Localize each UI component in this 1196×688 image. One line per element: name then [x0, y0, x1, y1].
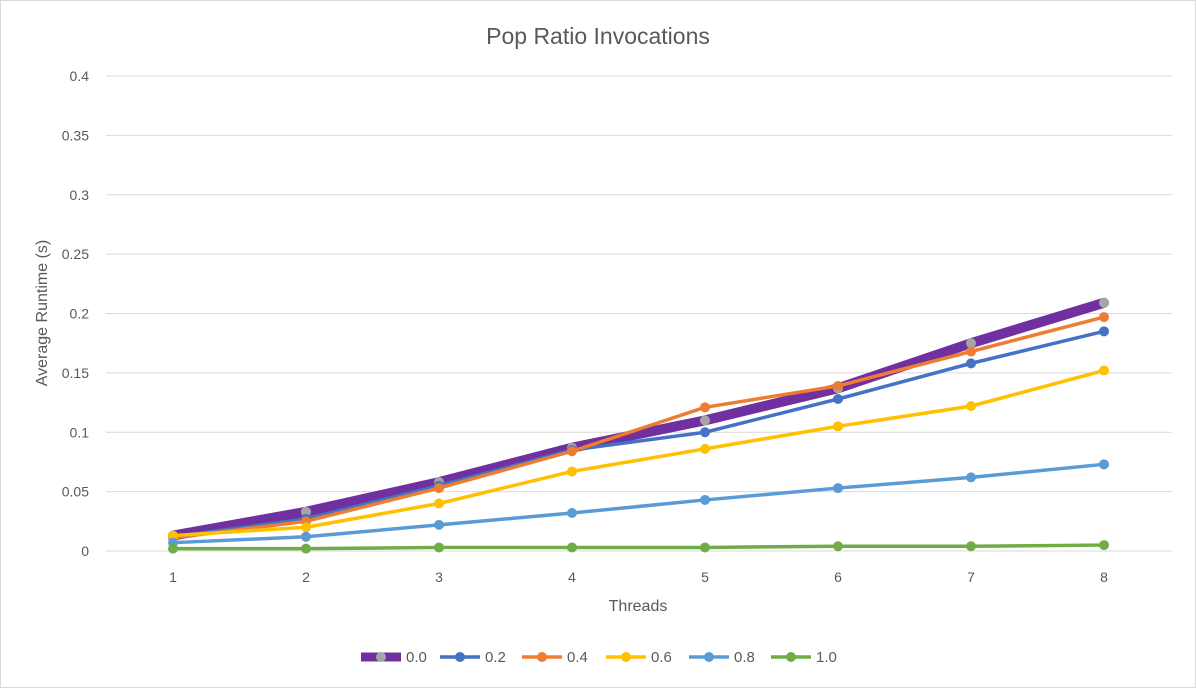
data-point — [966, 541, 976, 552]
data-point — [1099, 312, 1109, 323]
data-point — [700, 443, 710, 454]
x-axis-title: Threads — [609, 598, 668, 615]
data-point — [567, 446, 577, 457]
data-point — [301, 522, 311, 533]
legend-marker — [621, 652, 631, 662]
y-tick-label: 0.3 — [70, 187, 90, 203]
x-tick-label: 6 — [834, 569, 842, 585]
series-line — [171, 462, 1106, 545]
y-tick-label: 0.05 — [62, 484, 89, 500]
x-tick-label: 8 — [1100, 569, 1108, 585]
legend-marker — [455, 652, 465, 662]
y-tick-label: 0.15 — [62, 365, 89, 381]
data-point — [1099, 297, 1109, 308]
y-tick-label: 0.35 — [62, 127, 89, 143]
data-point — [966, 346, 976, 357]
data-point — [1099, 326, 1109, 337]
data-point — [301, 531, 311, 542]
legend-item-0.6[interactable]: 0.6 — [606, 649, 672, 666]
y-tick-label: 0.25 — [62, 246, 89, 262]
data-point — [1099, 459, 1109, 470]
data-point — [700, 542, 710, 553]
data-point — [434, 542, 444, 553]
legend-marker — [786, 652, 796, 662]
data-point — [966, 358, 976, 369]
gridlines — [106, 75, 1172, 552]
data-point — [966, 472, 976, 483]
data-point — [700, 427, 710, 438]
x-axis-ticks: 1 2 3 4 5 6 7 8 — [169, 569, 1108, 585]
y-tick-label: 0.1 — [70, 424, 90, 440]
data-point — [567, 466, 577, 477]
data-point — [700, 402, 710, 413]
legend-label: 0.6 — [651, 649, 672, 666]
x-tick-label: 4 — [568, 569, 576, 585]
data-point — [833, 541, 843, 552]
series-0.6 — [168, 365, 1109, 541]
series-0.0 — [168, 297, 1109, 541]
data-point — [567, 508, 577, 518]
data-point — [833, 394, 843, 404]
x-tick-label: 1 — [169, 569, 177, 585]
y-tick-label: 0 — [81, 543, 89, 559]
legend-label: 0.2 — [485, 649, 506, 666]
data-point — [700, 494, 710, 505]
x-tick-label: 3 — [435, 569, 443, 585]
data-point — [1099, 540, 1109, 551]
legend-item-1.0[interactable]: 1.0 — [771, 649, 837, 666]
data-point — [301, 506, 311, 517]
legend: 0.0 0.2 0.4 0.6 0.8 1.0 — [361, 649, 837, 666]
data-point — [966, 401, 976, 412]
series-1.0 — [168, 540, 1109, 554]
series-line — [171, 368, 1106, 538]
data-point — [700, 415, 710, 426]
series-line — [171, 315, 1106, 540]
series-line — [171, 543, 1106, 551]
data-point — [168, 543, 178, 554]
legend-marker — [376, 652, 386, 662]
data-point — [1099, 365, 1109, 376]
legend-item-0.8[interactable]: 0.8 — [689, 649, 755, 666]
series-layer — [168, 297, 1109, 554]
legend-marker — [537, 652, 547, 662]
legend-label: 1.0 — [816, 649, 837, 666]
legend-label: 0.8 — [734, 649, 755, 666]
data-point — [168, 530, 178, 541]
series-line — [168, 297, 1109, 541]
y-tick-label: 0.4 — [70, 68, 90, 84]
x-tick-label: 7 — [967, 569, 975, 585]
series-0.8 — [168, 459, 1109, 548]
data-point — [434, 483, 444, 494]
legend-marker — [704, 652, 714, 662]
data-point — [833, 421, 843, 432]
x-tick-label: 2 — [302, 569, 310, 585]
legend-label: 0.4 — [567, 649, 588, 666]
chart-title: Pop Ratio Invocations — [486, 23, 710, 49]
data-point — [833, 483, 843, 494]
y-axis-ticks: 0 0.05 0.1 0.15 0.2 0.25 0.3 0.35 0.4 — [62, 68, 89, 559]
x-tick-label: 5 — [701, 569, 709, 585]
data-point — [567, 542, 577, 553]
legend-label: 0.0 — [406, 649, 427, 666]
data-point — [434, 519, 444, 530]
data-point — [434, 498, 444, 509]
legend-item-0.0[interactable]: 0.0 — [361, 649, 427, 666]
legend-item-0.4[interactable]: 0.4 — [522, 649, 588, 666]
data-point — [833, 380, 843, 391]
y-axis-title: Average Runtime (s) — [34, 240, 51, 386]
data-point — [966, 338, 976, 349]
y-tick-label: 0.2 — [70, 306, 90, 322]
legend-item-0.2[interactable]: 0.2 — [440, 649, 506, 666]
data-point — [301, 543, 311, 554]
series-line — [171, 329, 1106, 539]
